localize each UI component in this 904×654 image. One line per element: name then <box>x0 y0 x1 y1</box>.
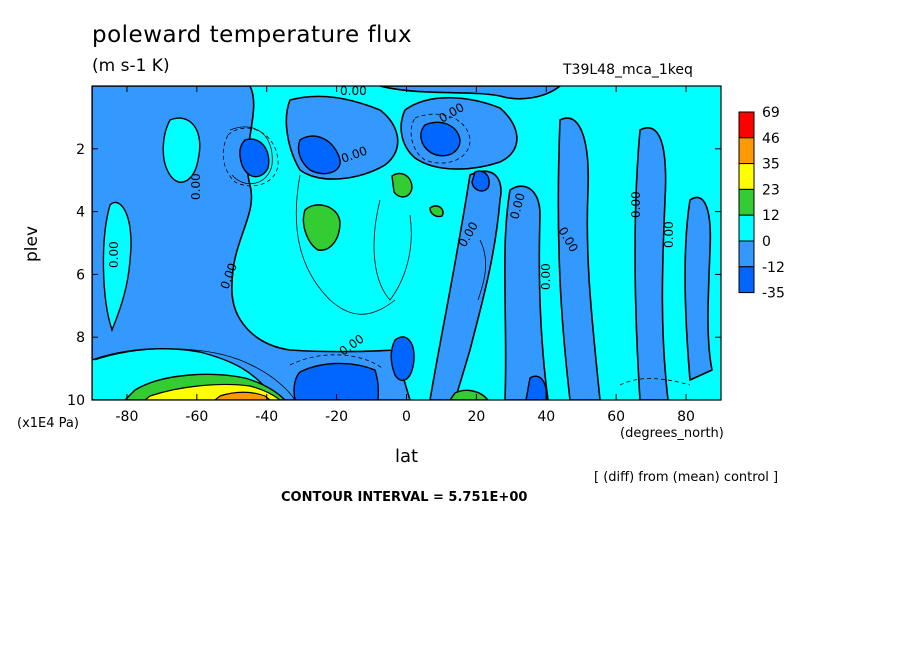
contour-fills <box>92 86 721 400</box>
fill-band-strong-negative-7 <box>525 375 547 400</box>
y-tick-label: 6 <box>76 267 85 283</box>
colorbar-swatch <box>738 111 755 139</box>
fill-band-negative-strip-1 <box>429 170 502 400</box>
contour-label: 0.00 <box>629 191 643 218</box>
contour-line-dashed-3 <box>289 354 383 369</box>
colorbar-level-label: 69 <box>762 105 780 121</box>
chart-units: (m s-1 K) <box>92 56 170 76</box>
chart-title: poleward temperature flux <box>92 22 413 48</box>
contour-line-5 <box>477 239 486 301</box>
colorbar-level-label: 46 <box>762 131 780 147</box>
contour-line-2 <box>373 199 412 301</box>
colorbar-level-label: 35 <box>762 157 780 173</box>
colorbar-swatch <box>738 188 755 216</box>
y-tick-label: 10 <box>67 393 85 409</box>
run-label: T39L48_mca_1keq <box>563 62 693 78</box>
y-axis-units: (x1E4 Pa) <box>17 416 79 431</box>
fill-band-negative-strip-3 <box>557 117 601 400</box>
colorbar-swatch <box>738 266 755 294</box>
colorbar-swatch <box>738 214 755 242</box>
diff-footnote: [ (diff) from (mean) control ] <box>594 470 779 485</box>
contour-label: 0.00 <box>539 263 553 290</box>
contour-label: 0.00 <box>107 241 121 268</box>
y-tick-label: 2 <box>76 142 85 158</box>
fill-band-negative-strip-2 <box>503 185 549 400</box>
fill-band-island-northwest <box>162 117 201 183</box>
colorbar-level-label: -12 <box>762 260 785 276</box>
colorbar-level-label: 12 <box>762 208 780 224</box>
colorbar-swatch <box>738 137 755 165</box>
contour-interval-label: CONTOUR INTERVAL = 5.751E+00 <box>281 490 528 505</box>
colorbar-swatch <box>738 163 755 190</box>
fill-band-strong-negative-5 <box>293 362 380 400</box>
fill-band-positive-5 <box>449 389 489 400</box>
x-axis-label: lat <box>395 446 419 467</box>
fill-band-negative-strip-5 <box>684 196 713 381</box>
fill-band-strong-negative-2 <box>297 135 341 175</box>
fill-band-negative-strip-4 <box>634 127 669 400</box>
fill-band-positive-3 <box>429 205 444 218</box>
contour-line-1 <box>295 174 396 315</box>
y-tick-label: 4 <box>76 205 85 221</box>
x-axis-units: (degrees_north) <box>620 426 724 441</box>
contour-line-dashed-2 <box>410 113 471 164</box>
fill-band-positive-2 <box>391 172 413 198</box>
contour-label: 0.00 <box>662 221 676 248</box>
contour-line-3 <box>229 126 273 185</box>
colorbar-level-label: -35 <box>762 286 785 302</box>
y-tick-label: 8 <box>76 330 85 346</box>
x-tick-label: 80 <box>677 409 695 425</box>
colorbar-swatch <box>738 240 755 268</box>
contour-line-4 <box>94 348 296 400</box>
x-tick-label: 0 <box>402 409 411 425</box>
fill-band-strong-negative-4 <box>471 170 490 192</box>
x-tick-label: -80 <box>116 409 139 425</box>
x-tick-label: 60 <box>607 409 625 425</box>
fill-band-strong-negative-6 <box>390 336 415 382</box>
colorbar-level-label: 0 <box>762 234 771 250</box>
fill-band-strong-negative-3 <box>420 121 461 157</box>
fill-band-strong-negative-1 <box>239 138 270 178</box>
fill-band-orange <box>214 391 271 400</box>
contour-label: 0.00 <box>507 191 527 220</box>
contour-line-dashed-1 <box>222 127 279 187</box>
contour-label: 0.00 <box>189 173 203 200</box>
y-axis: 2 4 6 8 10 <box>67 142 721 409</box>
fill-band-island-west <box>102 201 132 333</box>
contour-line-dashed-4 <box>619 378 691 386</box>
x-tick-label: 40 <box>537 409 555 425</box>
x-tick-label: -20 <box>325 409 348 425</box>
x-tick-label: 20 <box>467 409 485 425</box>
fill-band-positive-1 <box>302 204 341 251</box>
x-tick-label: -60 <box>185 409 208 425</box>
x-tick-label: -40 <box>255 409 278 425</box>
x-axis: -80 -60 -40 -20 0 20 40 60 80 <box>116 86 695 425</box>
contour-label: 0.00 <box>340 84 367 98</box>
fill-band-negative-top-east <box>379 86 561 100</box>
colorbar: 69 46 35 23 12 0 -12 -35 <box>738 105 785 302</box>
colorbar-level-label: 23 <box>762 182 780 198</box>
